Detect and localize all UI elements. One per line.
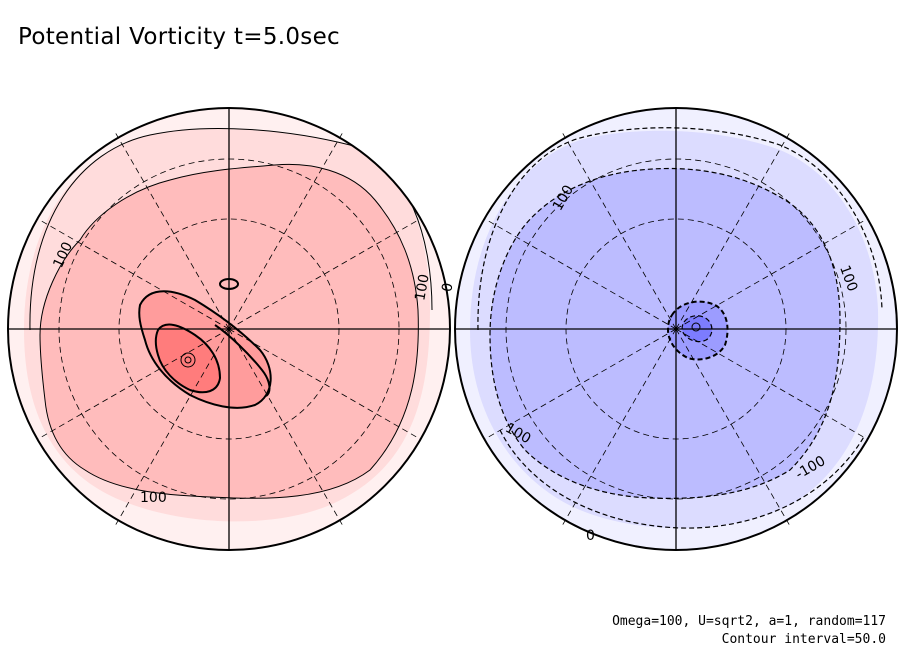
left-contour-100: [39, 163, 419, 499]
left-grid: [7, 107, 451, 551]
contour-interval-label: Contour interval=50.0: [721, 632, 886, 647]
right-outer-dash: [477, 127, 883, 331]
left-label-100-b: 100: [412, 273, 432, 302]
chart-title: Potential Vorticity t=5.0sec: [18, 24, 340, 50]
left-contour-250: [180, 352, 196, 368]
right-label-0: 0: [586, 528, 595, 544]
right-contour-neg200: [681, 315, 713, 343]
left-contour-200: [154, 323, 222, 394]
left-label-100-c: 100: [140, 490, 167, 506]
right-contour-neg100: [489, 167, 841, 499]
left-contour-150: [138, 290, 272, 409]
left-contour-250b: [184, 356, 192, 364]
right-contour-neg250: [691, 322, 701, 332]
parameter-label: Omega=100, U=sqrt2, a=1, random=117: [612, 614, 886, 629]
left-label-0: 0: [439, 282, 456, 294]
right-hemisphere: [455, 108, 897, 550]
left-level-200: [155, 324, 220, 393]
right-contour-neg150: [666, 300, 729, 361]
right-grid: [454, 107, 898, 551]
right-level-neg100: [490, 168, 840, 499]
